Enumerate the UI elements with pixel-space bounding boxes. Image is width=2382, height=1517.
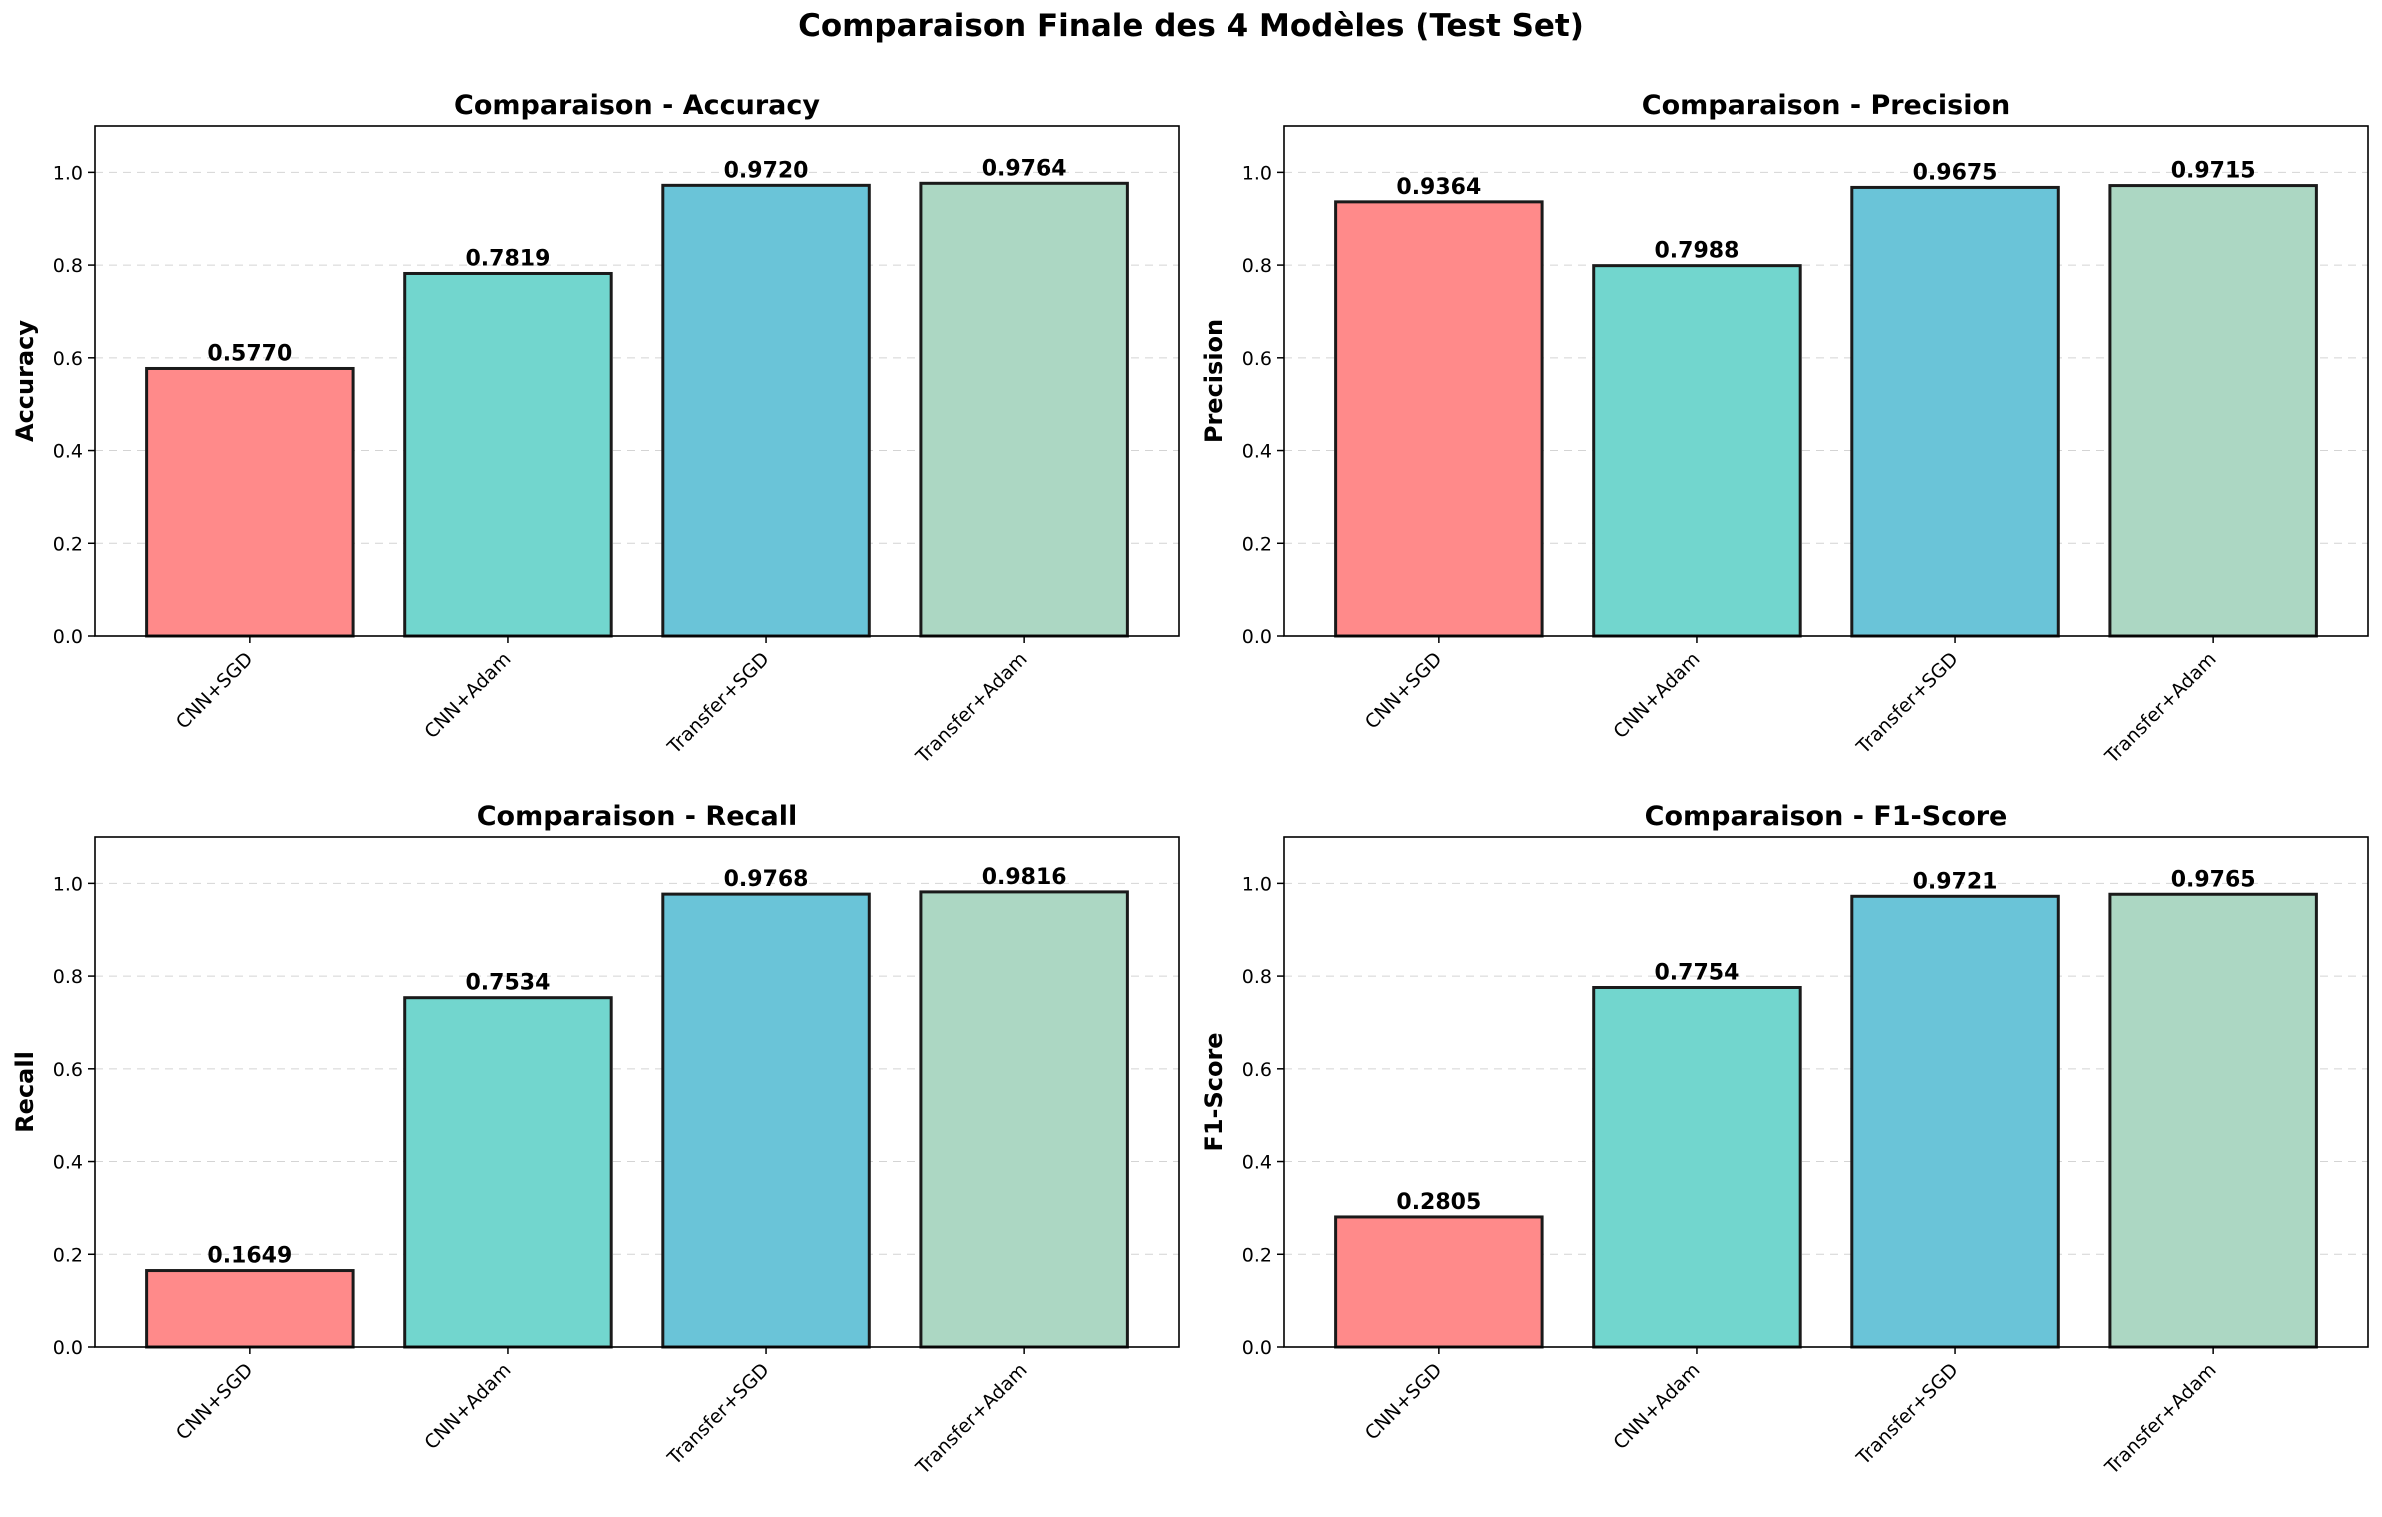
chart-3-bar-cnn-adam — [1592, 985, 1802, 1349]
chart-2-value-label: 0.7534 — [465, 971, 550, 996]
chart-3-ytick-label: 0.6 — [1242, 1059, 1272, 1081]
chart-0-xtick-label: Transfer+SGD — [663, 648, 774, 759]
chart-2-bar-cnn-adam — [403, 996, 613, 1349]
chart-0-ytick-label: 0.2 — [53, 533, 83, 555]
recall-chart: 0.0 0.2 0.4 0.6 0.8 1.0 0.1649 CNN+SGD 0.7534 CNN… — [11, 801, 1180, 1479]
chart-0-value-label: 0.9720 — [724, 158, 809, 183]
chart-3-value-label: 0.7754 — [1654, 960, 1739, 985]
chart-2-value-label: 0.1649 — [207, 1244, 292, 1269]
chart-3-bar-cnn-sgd — [1334, 1215, 1544, 1349]
chart-3-ytick-label: 0.4 — [1242, 1152, 1272, 1174]
chart-2-xtick-label: Transfer+SGD — [663, 1359, 774, 1470]
chart-2-ytick-label: 0.8 — [53, 966, 83, 988]
chart-0-ylabel: Accuracy — [11, 320, 39, 442]
chart-0-xtick-label: CNN+SGD — [172, 648, 258, 734]
chart-2-ytick-label: 0.4 — [53, 1152, 83, 1174]
chart-2-value-label: 0.9816 — [982, 865, 1067, 890]
chart-3-value-label: 0.9765 — [2171, 867, 2256, 892]
chart-3-ytick-label: 0.8 — [1242, 966, 1272, 988]
chart-1-value-label: 0.9715 — [2171, 159, 2256, 184]
chart-3-ytick-label: 1.0 — [1242, 873, 1272, 895]
chart-3-bar-transfer-sgd — [1850, 894, 2060, 1349]
chart-0-ytick-label: 0.8 — [53, 255, 83, 277]
chart-2-ylabel: Recall — [11, 1051, 39, 1133]
chart-1-bar-cnn-sgd — [1334, 200, 1544, 638]
chart-2-xtick-label: CNN+Adam — [420, 1359, 515, 1454]
chart-1-ytick-label: 0.2 — [1242, 533, 1272, 555]
chart-1-title: Comparaison - Precision — [1642, 90, 2010, 121]
chart-2-bar-transfer-adam — [919, 890, 1129, 1349]
chart-3-bar-transfer-adam — [2108, 892, 2318, 1349]
chart-2-ytick-label: 0.0 — [53, 1337, 83, 1359]
chart-0-bar-transfer-adam — [919, 181, 1129, 638]
chart-0-ytick-label: 0.4 — [53, 441, 83, 463]
chart-3-xtick-label: Transfer+SGD — [1852, 1359, 1963, 1470]
accuracy-chart: 0.0 0.2 0.4 0.6 0.8 1.0 0.5770 CNN+SGD 0.7819 CNN… — [11, 90, 1180, 768]
chart-2-axes-frame — [94, 836, 1180, 1348]
chart-3-xtick-label: CNN+Adam — [1609, 1359, 1704, 1454]
chart-0-value-label: 0.7819 — [465, 246, 550, 271]
chart-1-ytick-label: 0.4 — [1242, 441, 1272, 463]
chart-1-xtick-label: CNN+SGD — [1361, 648, 1447, 734]
chart-2-title: Comparaison - Recall — [477, 801, 798, 832]
f1-score-chart: 0.0 0.2 0.4 0.6 0.8 1.0 0.2805 CNN+SGD 0.7754 CNN… — [1200, 801, 2369, 1479]
chart-1-axes-frame — [1283, 125, 2369, 637]
chart-2-xtick-label: Transfer+Adam — [911, 1359, 1031, 1479]
chart-2-xtick-label: CNN+SGD — [172, 1359, 258, 1445]
chart-3-ytick-label: 0.2 — [1242, 1244, 1272, 1266]
chart-3-value-label: 0.9721 — [1913, 869, 1998, 894]
chart-1-bar-cnn-adam — [1592, 264, 1802, 638]
chart-0-xtick-label: Transfer+Adam — [911, 648, 1031, 768]
chart-1-ytick-label: 1.0 — [1242, 162, 1272, 184]
chart-2-ytick-label: 1.0 — [53, 873, 83, 895]
chart-0-xtick-label: CNN+Adam — [420, 648, 515, 743]
chart-1-xtick-label: Transfer+Adam — [2100, 648, 2220, 768]
chart-3-title: Comparaison - F1-Score — [1645, 801, 2008, 832]
chart-3-axes-frame — [1283, 836, 2369, 1348]
chart-0-value-label: 0.9764 — [982, 156, 1067, 181]
precision-chart: 0.0 0.2 0.4 0.6 0.8 1.0 0.9364 CNN+SGD 0.7988 CNN… — [1200, 90, 2369, 768]
chart-0-bar-cnn-sgd — [145, 366, 355, 638]
chart-0-ytick-label: 0.0 — [53, 626, 83, 648]
chart-1-xtick-label: CNN+Adam — [1609, 648, 1704, 743]
chart-0-bar-cnn-adam — [403, 271, 613, 638]
chart-0-ytick-label: 0.6 — [53, 348, 83, 370]
chart-2-bar-transfer-sgd — [661, 892, 871, 1349]
chart-2-ytick-label: 0.6 — [53, 1059, 83, 1081]
chart-1-value-label: 0.9675 — [1913, 160, 1998, 185]
chart-1-ytick-label: 0.0 — [1242, 626, 1272, 648]
chart-3-ytick-label: 0.0 — [1242, 1337, 1272, 1359]
chart-1-ytick-label: 0.8 — [1242, 255, 1272, 277]
chart-1-ytick-label: 0.6 — [1242, 348, 1272, 370]
chart-3-xtick-label: CNN+SGD — [1361, 1359, 1447, 1445]
chart-1-bar-transfer-adam — [2108, 184, 2318, 638]
chart-1-xtick-label: Transfer+SGD — [1852, 648, 1963, 759]
chart-3-xtick-label: Transfer+Adam — [2100, 1359, 2220, 1479]
chart-0-axes-frame — [94, 125, 1180, 637]
chart-1-value-label: 0.9364 — [1396, 175, 1481, 200]
chart-0-title: Comparaison - Accuracy — [454, 90, 820, 121]
chart-1-bar-transfer-sgd — [1850, 185, 2060, 638]
chart-0-bar-transfer-sgd — [661, 183, 871, 638]
chart-0-value-label: 0.5770 — [207, 341, 292, 366]
chart-1-ylabel: Precision — [1200, 319, 1228, 443]
chart-3-ylabel: F1-Score — [1200, 1032, 1228, 1151]
chart-3-value-label: 0.2805 — [1396, 1190, 1481, 1215]
chart-1-value-label: 0.7988 — [1654, 239, 1739, 264]
chart-2-ytick-label: 0.2 — [53, 1244, 83, 1266]
figure-title: Comparaison Finale des 4 Modèles (Test S… — [798, 8, 1584, 44]
chart-2-value-label: 0.9768 — [724, 867, 809, 892]
chart-2-bar-cnn-sgd — [145, 1269, 355, 1349]
chart-0-ytick-label: 1.0 — [53, 162, 83, 184]
